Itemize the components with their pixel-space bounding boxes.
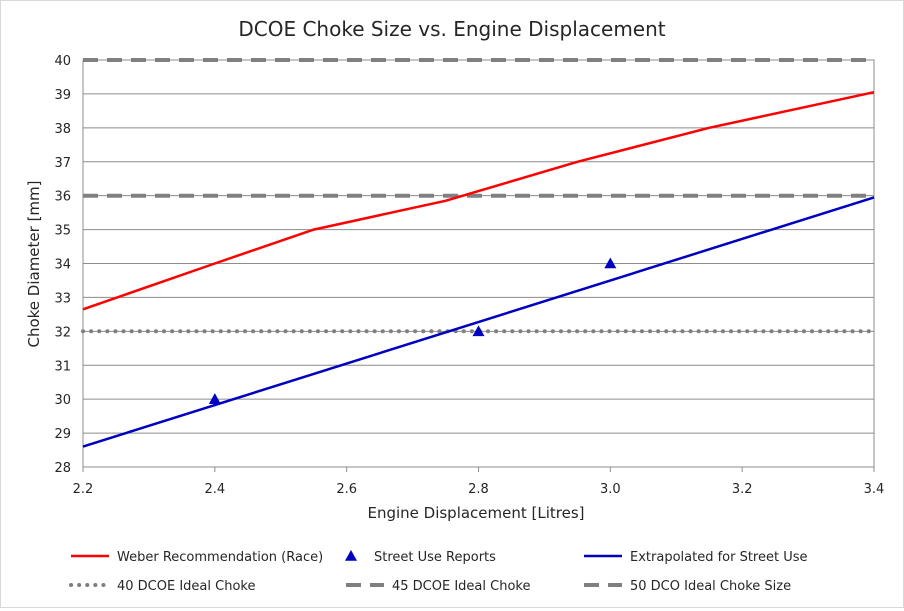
y-tick-label: 40 — [54, 54, 71, 69]
x-tick-label: 2.2 — [73, 482, 94, 497]
y-tick-label: 34 — [54, 258, 71, 273]
y-tick-label: 33 — [54, 291, 71, 306]
series-line-weber-recommendation-race — [82, 90, 875, 311]
y-tick-label: 36 — [54, 190, 71, 205]
x-tick-label: 2.8 — [468, 482, 489, 497]
y-tick-label: 28 — [54, 461, 71, 476]
x-axis-title: Engine Displacement [Litres] — [367, 504, 584, 522]
y-tick-label: 38 — [54, 122, 71, 137]
legend-label-45-dcoe-ideal-choke: 45 DCOE Ideal Choke — [392, 579, 530, 594]
y-tick-label: 32 — [54, 325, 71, 340]
x-tick-label: 3.4 — [864, 482, 885, 497]
y-tick-label: 30 — [54, 393, 71, 408]
x-tick-label: 2.4 — [204, 482, 225, 497]
legend-label-weber-recommendation-race: Weber Recommendation (Race) — [117, 550, 323, 565]
y-tick-label: 29 — [54, 427, 71, 442]
y-tick-label: 35 — [54, 224, 71, 239]
y-axis-ticks: 28 29 30 31 32 33 34 35 36 37 38 39 40 — [54, 54, 71, 476]
data-point-street-use-reports — [604, 257, 617, 269]
y-tick-label: 31 — [54, 359, 71, 374]
x-axis-ticks: 2.2 2.4 2.6 2.8 3.0 3.2 3.4 — [73, 467, 885, 497]
chart-title: DCOE Choke Size vs. Engine Displacement — [238, 17, 665, 41]
series-line-extrapolated-for-street-use — [82, 196, 875, 448]
legend-marker-street-use-reports — [345, 550, 357, 561]
legend-label-40-dcoe-ideal-choke: 40 DCOE Ideal Choke — [117, 579, 255, 594]
legend-label-extrapolated-for-street-use: Extrapolated for Street Use — [630, 550, 808, 565]
x-tick-label: 3.2 — [732, 482, 753, 497]
legend: Weber Recommendation (Race) Street Use Re… — [69, 550, 808, 594]
y-axis-title: Choke Diameter [mm] — [25, 180, 43, 347]
data-point-street-use-reports — [208, 393, 221, 404]
x-tick-label: 2.6 — [336, 482, 357, 497]
y-tick-label: 37 — [54, 156, 71, 171]
series-layer — [81, 58, 876, 448]
legend-label-street-use-reports: Street Use Reports — [374, 550, 496, 565]
gridlines — [83, 59, 874, 468]
x-tick-label: 3.0 — [600, 482, 621, 497]
legend-label-50-dco-ideal-choke-size: 50 DCO Ideal Choke Size — [630, 579, 791, 594]
data-point-street-use-reports — [472, 325, 485, 337]
y-tick-label: 39 — [54, 88, 71, 103]
